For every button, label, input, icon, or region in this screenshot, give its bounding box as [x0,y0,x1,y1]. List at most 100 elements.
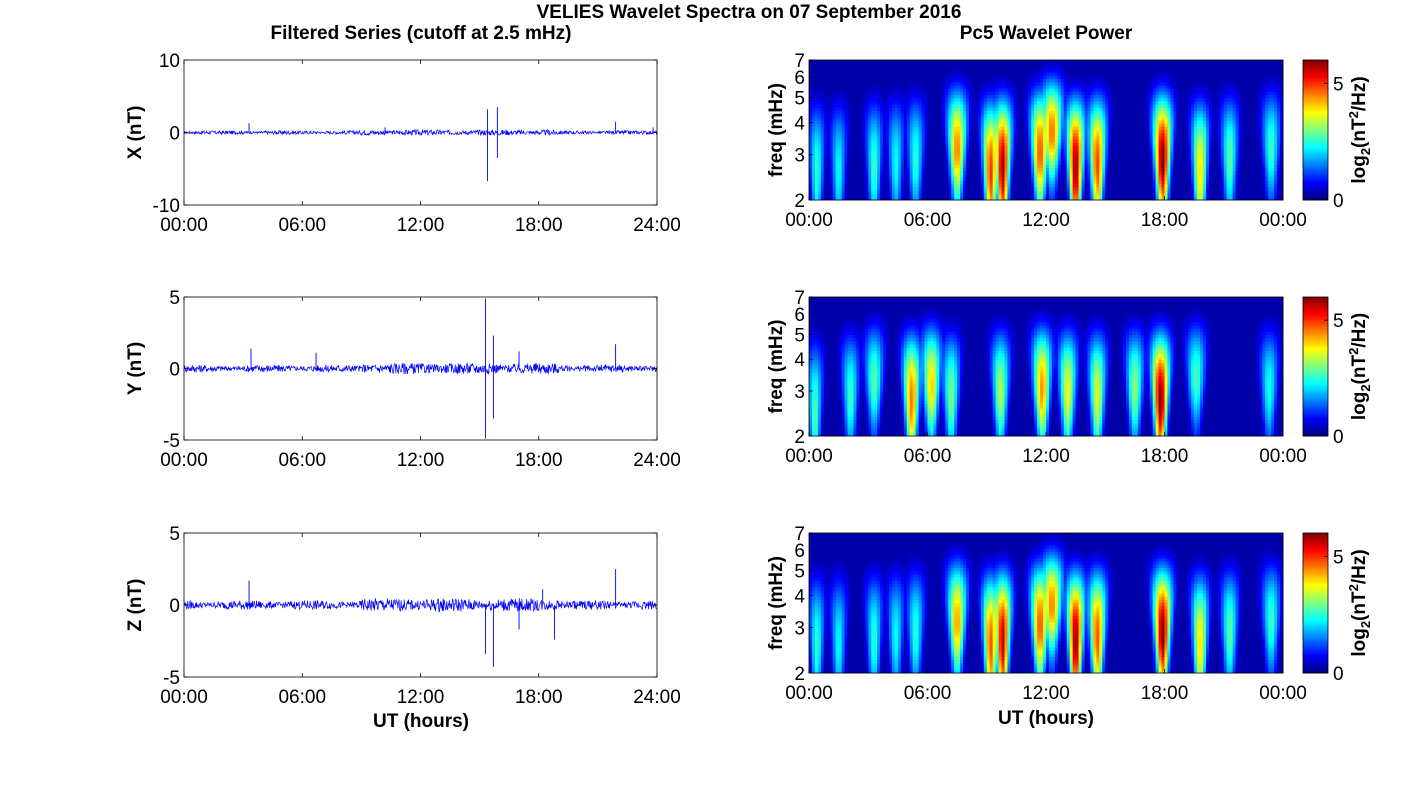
heatmap-cell [833,190,836,194]
heatmap-cell [824,184,827,188]
heatmap-cell [930,175,933,179]
heatmap-cell [1126,73,1129,77]
heatmap-cell [889,95,892,99]
heatmap-cell [865,124,868,128]
heatmap-cell [1055,95,1058,99]
heatmap-cell [960,92,963,96]
heatmap-cell [1105,63,1108,67]
heatmap-cell [1132,162,1135,166]
heatmap-cell [1043,85,1046,89]
heatmap-cell [815,136,818,140]
heatmap-cell [839,149,842,153]
heatmap-cell [999,187,1002,191]
heatmap-cell [892,127,895,131]
heatmap-cell [1031,152,1034,156]
heatmap-cell [850,105,853,109]
heatmap-cell [886,70,889,74]
heatmap-cell [907,111,910,115]
heatmap-cell [1037,127,1040,131]
heatmap-cell [850,133,853,137]
heatmap-cell [824,190,827,194]
heatmap-cell [1114,162,1117,166]
heatmap-cell [1028,82,1031,86]
heatmap-cell [928,178,931,182]
heatmap-cell [1070,168,1073,172]
heatmap-cell [886,194,889,198]
heatmap-cell [1073,120,1076,124]
heatmap-cell [1082,133,1085,137]
heatmap-cell [1005,92,1008,96]
heatmap-cell [827,187,830,191]
heatmap-cell [1102,190,1105,194]
heatmap-cell [1108,162,1111,166]
heatmap-cell [1019,70,1022,74]
heatmap-cell [1028,85,1031,89]
heatmap-cell [1099,108,1102,112]
heatmap-cell [1031,168,1034,172]
heatmap-cell [901,66,904,70]
heatmap-cell [815,60,818,64]
heatmap-cell [960,149,963,153]
heatmap-cell [818,63,821,67]
heatmap-cell [1064,60,1067,64]
heatmap-cell [1111,98,1114,102]
heatmap-cell [904,108,907,112]
heatmap-cell [1037,181,1040,185]
heatmap-cell [1099,82,1102,86]
heatmap-cell [1013,152,1016,156]
heatmap-cell [853,124,856,128]
heatmap-cell [1067,171,1070,175]
heatmap-cell [842,178,845,182]
heatmap-cell [1120,124,1123,128]
heatmap-cell [922,111,925,115]
heatmap-cell [889,70,892,74]
heatmap-cell [960,76,963,80]
heatmap-cell [1055,175,1058,179]
heatmap-cell [1102,181,1105,185]
heatmap-cell [993,178,996,182]
heatmap-cell [883,187,886,191]
heatmap-cell [922,146,925,150]
heatmap-cell [853,159,856,163]
heatmap-cell [886,149,889,153]
heatmap-cell [1120,143,1123,147]
heatmap-cell [922,168,925,172]
heatmap-cell [1135,108,1138,112]
heatmap-cell [1055,89,1058,93]
heatmap-cell [1117,171,1120,175]
heatmap-cell [1070,124,1073,128]
heatmap-cell [1025,63,1028,67]
heatmap-cell [1120,63,1123,67]
heatmap-cell [895,187,898,191]
heatmap-cell [865,175,868,179]
heatmap-cell [1090,98,1093,102]
heatmap-cell [1067,162,1070,166]
heatmap-cell [1105,130,1108,134]
heatmap-cell [996,101,999,105]
heatmap-cell [1010,155,1013,159]
heatmap-cell [1058,76,1061,80]
heatmap-cell [1040,108,1043,112]
heatmap-cell [996,130,999,134]
heatmap-cell [1123,114,1126,118]
heatmap-cell [916,66,919,70]
heatmap-cell [1126,89,1129,93]
heatmap-cell [945,184,948,188]
heatmap-cell [1082,124,1085,128]
heatmap-cell [990,159,993,163]
heatmap-cell [868,152,871,156]
heatmap-cell [1085,152,1088,156]
heatmap-cell [1117,194,1120,198]
heatmap-cell [972,155,975,159]
heatmap-cell [848,127,851,131]
heatmap-cell [1070,92,1073,96]
heatmap-cell [868,101,871,105]
heatmap-cell [901,194,904,198]
heatmap-cell [948,95,951,99]
heatmap-cell [1076,159,1079,163]
heatmap-cell [880,140,883,144]
heatmap-cell [1105,194,1108,198]
heatmap-cell [877,171,880,175]
heatmap-cell [1093,82,1096,86]
heatmap-cell [990,171,993,175]
